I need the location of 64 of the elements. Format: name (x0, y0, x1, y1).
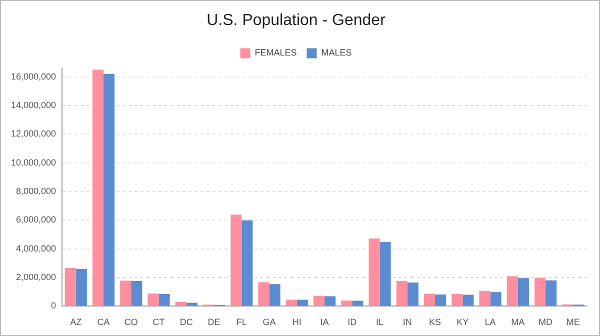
y-tick-label: 0 (51, 300, 56, 311)
bar (479, 290, 490, 306)
bar (286, 300, 297, 306)
bar (148, 293, 159, 306)
x-tick-label: LA (484, 317, 496, 328)
bar (313, 296, 325, 306)
y-tick-label: 6,000,000 (16, 214, 56, 225)
x-tick-label: CT (152, 317, 166, 328)
x-tick-label: MA (511, 317, 525, 328)
bar (506, 276, 518, 306)
bar (131, 280, 142, 306)
x-tick-label: ME (566, 317, 580, 328)
bar (158, 294, 170, 306)
bar (341, 300, 352, 306)
bar (490, 292, 502, 306)
y-tick-label: 14,000,000 (10, 100, 56, 110)
y-tick-label: 10,000,000 (10, 157, 56, 168)
y-tick-label: 12,000,000 (10, 128, 56, 139)
bar (296, 300, 308, 306)
bar (396, 280, 408, 306)
x-tick-label: FL (236, 317, 247, 328)
bar (269, 284, 280, 306)
x-tick-label: HI (292, 317, 302, 328)
bar (103, 74, 115, 306)
y-tick-label: 16,000,000 (10, 71, 56, 82)
x-tick-label: CO (124, 317, 138, 328)
bar (546, 280, 557, 306)
x-tick-label: IN (402, 317, 412, 328)
bar (324, 296, 336, 306)
x-tick-label: GA (262, 317, 276, 328)
bar (258, 282, 270, 306)
bar (407, 282, 418, 306)
y-tick-label: 8,000,000 (16, 186, 56, 196)
bar (424, 294, 436, 306)
bar (64, 268, 76, 306)
x-tick-label: AZ (70, 317, 82, 328)
bar (76, 268, 87, 306)
bar (352, 300, 364, 306)
bar (380, 242, 391, 306)
x-tick-label: MD (538, 317, 554, 328)
x-tick-label: KS (429, 317, 442, 328)
bar (435, 294, 446, 306)
bar (534, 278, 546, 306)
x-tick-label: DE (208, 317, 220, 328)
x-tick-label: IL (376, 317, 384, 328)
bar (452, 294, 463, 306)
y-tick-label: 4,000,000 (16, 243, 56, 254)
chart-title: U.S. Population - Gender (206, 12, 386, 30)
x-tick-label: ID (348, 317, 358, 328)
y-tick-label: 2,000,000 (16, 272, 56, 282)
x-tick-label: KY (456, 317, 469, 328)
x-tick-label: CA (97, 317, 110, 328)
legend-label: FEMALES (254, 48, 297, 58)
bar (175, 302, 186, 306)
bar (120, 280, 132, 306)
x-tick-label: IA (320, 317, 329, 328)
bar (242, 220, 253, 306)
bar (518, 278, 529, 306)
x-tick-label: DC (180, 317, 194, 328)
bar (230, 214, 242, 306)
bar (92, 70, 104, 306)
bar (462, 294, 474, 306)
bar (368, 238, 380, 306)
legend-label: MALES (321, 48, 352, 58)
